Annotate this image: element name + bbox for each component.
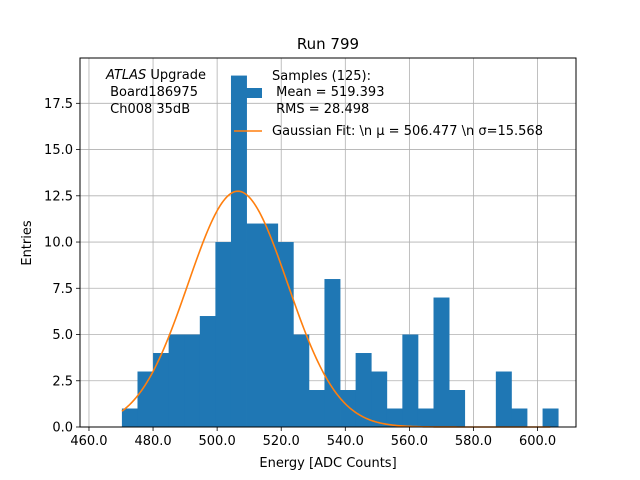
y-tick-label: 17.5 [44,97,73,112]
histogram-bar [199,316,216,427]
x-tick-label: 560.0 [391,434,428,449]
board-label: Board186975 [106,85,198,100]
annotation-line-1: ATLAS Upgrade [105,68,206,83]
histogram-bar [168,334,185,427]
x-tick-label: 480.0 [134,434,171,449]
histogram-bar [495,371,512,427]
histogram-bar [277,242,294,427]
chart-title: Run 799 [297,35,359,53]
legend-samples-mean: Mean = 519.393 [272,85,384,100]
y-tick-label: 2.5 [52,374,73,389]
y-tick-label: 5.0 [52,328,73,343]
histogram-bar [153,353,170,427]
histogram-bar [371,371,388,427]
legend-samples-line1: Samples (125): [272,69,371,84]
histogram-bar [511,408,528,427]
atlas-label: ATLAS [105,68,146,83]
legend-samples-rms: RMS = 28.498 [272,102,369,117]
y-tick-label: 15.0 [44,143,73,158]
histogram-bars [121,75,559,428]
legend-samples-swatch [234,88,262,98]
histogram-bar [246,223,263,427]
histogram-bar [340,390,357,427]
x-tick-label: 540.0 [327,434,364,449]
x-tick-label: 460.0 [70,434,107,449]
histogram-bar [433,297,450,427]
y-tick-label: 12.5 [44,189,73,204]
histogram-bar [184,334,201,427]
upgrade-label: Upgrade [146,68,206,83]
x-tick-label: 580.0 [455,434,492,449]
x-tick-label: 600.0 [519,434,556,449]
y-axis-ticks: 0.0 2.5 5.0 7.5 10.0 12.5 15.0 17.5 [44,97,80,436]
y-tick-label: 10.0 [44,236,73,251]
histogram-bar [121,408,138,427]
y-tick-label: 7.5 [52,282,73,297]
histogram-bar [137,371,154,427]
y-tick-label: 0.0 [52,421,73,436]
histogram-bar [308,390,325,427]
histogram-bar [449,390,466,427]
x-tick-label: 500.0 [199,434,236,449]
x-axis-label: Energy [ADC Counts] [259,456,396,471]
histogram-bar [402,334,419,427]
y-axis-label: Entries [20,220,35,266]
atlas-annotation: ATLAS Upgrade Board186975 Ch008 35dB [105,68,206,117]
histogram-bar [355,353,372,427]
x-tick-label: 520.0 [263,434,300,449]
histogram-bar [417,408,434,427]
histogram-bar [262,223,279,427]
x-axis-ticks: 460.0 480.0 500.0 520.0 540.0 560.0 580.0 600.0 [70,427,556,449]
histogram-bar [293,334,310,427]
histogram-bar [324,279,341,427]
legend: Samples (125): Mean = 519.393 RMS = 28.4… [234,69,543,139]
histogram-bar [386,408,403,427]
plot-frame [79,57,577,428]
histogram-bar [215,242,232,427]
legend-fit-label: Gaussian Fit: \n μ = 506.477 \n σ=15.568 [272,124,543,139]
channel-label: Ch008 35dB [106,102,190,117]
histogram-bar [230,75,247,428]
histogram-bar [542,408,559,427]
